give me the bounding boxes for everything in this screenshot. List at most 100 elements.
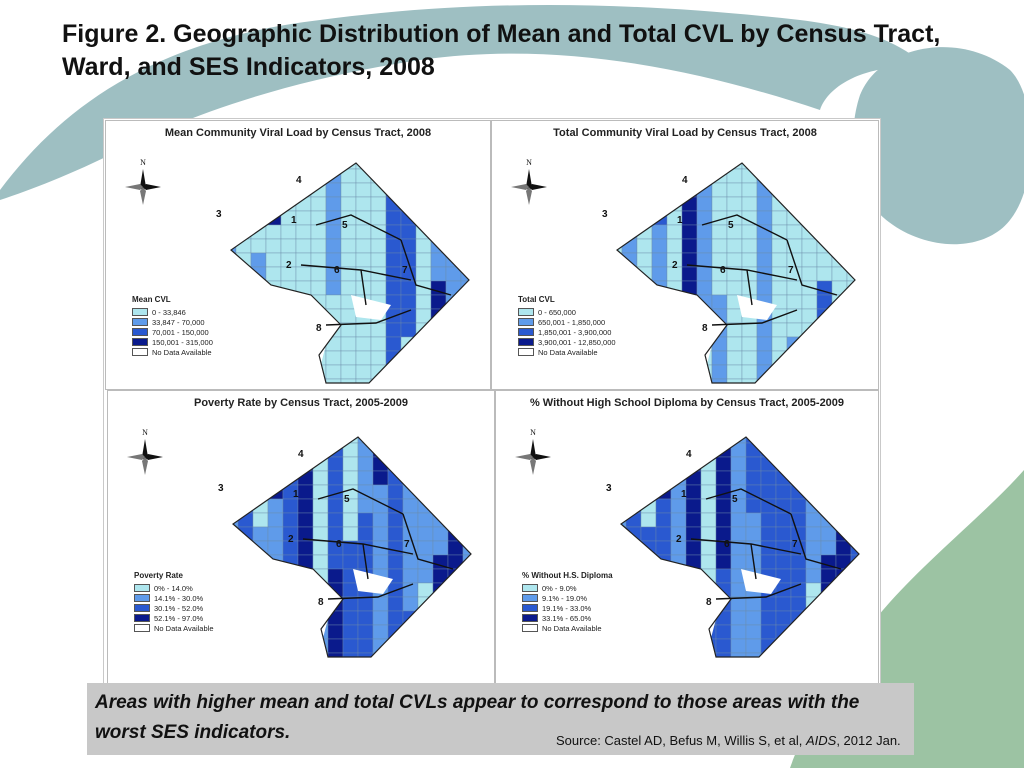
ward-label: 8 <box>706 597 712 608</box>
ward-label: 2 <box>286 260 292 271</box>
source-prefix: Source: Castel AD, Befus M, Willis S, et… <box>556 733 806 748</box>
legend-title: Total CVL <box>518 295 555 304</box>
legend-label: 0 - 33,846 <box>152 307 186 317</box>
legend-item: 150,001 - 315,000 <box>132 337 213 347</box>
map-panel-2: Total Community Viral Load by Census Tra… <box>491 120 879 390</box>
legend-item: 70,001 - 150,000 <box>132 327 213 337</box>
legend-swatch <box>134 594 150 602</box>
legend-swatch <box>132 328 148 336</box>
ward-label: 8 <box>316 323 322 334</box>
legend-label: 650,001 - 1,850,000 <box>538 317 606 327</box>
ward-label: 7 <box>404 539 410 550</box>
map-legend: Total CVL 0 - 650,000 650,001 - 1,850,000 1… <box>518 295 616 357</box>
map-legend: Poverty Rate 0% - 14.0% 14.1% - 30.0% 30.1%… <box>134 571 213 633</box>
legend-item: 650,001 - 1,850,000 <box>518 317 616 327</box>
ward-label: 4 <box>686 449 692 460</box>
legend-swatch <box>134 624 150 632</box>
caption-text: Areas with higher mean and total CVLs ap… <box>95 692 860 743</box>
north-compass-icon: N <box>125 158 161 205</box>
slide-title: Figure 2. Geographic Distribution of Mea… <box>62 20 941 81</box>
compass-north-label: N <box>140 158 146 167</box>
ward-label: 7 <box>402 265 408 276</box>
legend-label: No Data Available <box>154 623 214 633</box>
ward-label: 7 <box>792 539 798 550</box>
legend-item: No Data Available <box>522 623 613 633</box>
legend-swatch <box>134 584 150 592</box>
legend-swatch <box>522 614 538 622</box>
ward-label: 5 <box>344 494 350 505</box>
map-panel-3: Poverty Rate by Census Tract, 2005-2009 N… <box>107 390 495 684</box>
legend-swatch <box>522 604 538 612</box>
ward-label: 6 <box>334 265 340 276</box>
legend-label: 0% - 9.0% <box>542 583 577 593</box>
ward-label: 6 <box>724 539 730 550</box>
census-tract-map: 1 2 3 4 5 6 7 8 <box>602 162 856 384</box>
ward-label: 6 <box>336 539 342 550</box>
legend-label: 9.1% - 19.0% <box>542 593 588 603</box>
legend-label: 52.1% - 97.0% <box>154 613 204 623</box>
north-compass-icon: N <box>127 428 163 475</box>
legend-item: 33.1% - 65.0% <box>522 613 613 623</box>
legend-swatch <box>132 308 148 316</box>
legend-swatch <box>518 338 534 346</box>
census-tract-map: 1 2 3 4 5 6 7 8 <box>218 436 472 658</box>
compass-north-label: N <box>530 428 536 437</box>
legend-label: 3,900,001 - 12,850,000 <box>538 337 616 347</box>
legend-label: 33,847 - 70,000 <box>152 317 205 327</box>
legend-label: No Data Available <box>542 623 602 633</box>
map-panel-1: Mean Community Viral Load by Census Trac… <box>105 120 491 390</box>
legend-title: Mean CVL <box>132 295 171 304</box>
legend-swatch <box>134 614 150 622</box>
legend-item: 33,847 - 70,000 <box>132 317 213 327</box>
ward-label: 6 <box>720 265 726 276</box>
legend-item: No Data Available <box>134 623 213 633</box>
map-legend: % Without H.S. Diploma 0% - 9.0% 9.1% - 19… <box>522 571 613 633</box>
map-title: Total Community Viral Load by Census Tra… <box>553 127 817 139</box>
ward-label: 3 <box>218 483 224 494</box>
ward-label: 7 <box>788 265 794 276</box>
legend-item: No Data Available <box>518 347 616 357</box>
legend-item: 30.1% - 52.0% <box>134 603 213 613</box>
legend-label: No Data Available <box>538 347 598 357</box>
map-title: % Without High School Diploma by Census … <box>529 397 845 409</box>
legend-label: 70,001 - 150,000 <box>152 327 209 337</box>
legend-label: No Data Available <box>152 347 212 357</box>
ward-label: 2 <box>672 260 678 271</box>
legend-item: 3,900,001 - 12,850,000 <box>518 337 616 347</box>
ward-label: 8 <box>702 323 708 334</box>
legend-swatch <box>132 348 148 356</box>
ward-label: 2 <box>676 534 682 545</box>
legend-item: No Data Available <box>132 347 213 357</box>
legend-title: Poverty Rate <box>134 571 183 580</box>
legend-swatch <box>522 584 538 592</box>
map-legend: Mean CVL 0 - 33,846 33,847 - 70,000 70,001 … <box>132 295 213 357</box>
legend-label: 1,850,001 - 3,900,000 <box>538 327 612 337</box>
ward-label: 1 <box>681 489 687 500</box>
legend-item: 52.1% - 97.0% <box>134 613 213 623</box>
legend-swatch <box>522 624 538 632</box>
legend-label: 150,001 - 315,000 <box>152 337 213 347</box>
legend-swatch <box>132 318 148 326</box>
caption-box: Areas with higher mean and total CVLs ap… <box>87 683 914 755</box>
legend-swatch <box>132 338 148 346</box>
background-teal-swoosh <box>0 5 930 200</box>
map-title: Mean Community Viral Load by Census Trac… <box>164 127 432 139</box>
background-teal-circle <box>853 47 1024 245</box>
ward-label: 4 <box>682 175 688 186</box>
legend-item: 0 - 33,846 <box>132 307 213 317</box>
maps-panel: Mean Community Viral Load by Census Trac… <box>103 118 881 686</box>
north-compass-icon: N <box>511 158 547 205</box>
legend-swatch <box>134 604 150 612</box>
source-journal: AIDS <box>805 733 837 748</box>
ward-label: 3 <box>606 483 612 494</box>
legend-title: % Without H.S. Diploma <box>522 571 613 580</box>
legend-label: 0% - 14.0% <box>154 583 193 593</box>
ward-label: 8 <box>318 597 324 608</box>
census-tract-map: 1 2 3 4 5 6 7 8 <box>606 436 860 658</box>
ward-label: 5 <box>732 494 738 505</box>
map-title: Poverty Rate by Census Tract, 2005-2009 <box>193 397 408 409</box>
legend-label: 0 - 650,000 <box>538 307 576 317</box>
legend-item: 14.1% - 30.0% <box>134 593 213 603</box>
legend-label: 14.1% - 30.0% <box>154 593 204 603</box>
ward-label: 1 <box>677 215 683 226</box>
